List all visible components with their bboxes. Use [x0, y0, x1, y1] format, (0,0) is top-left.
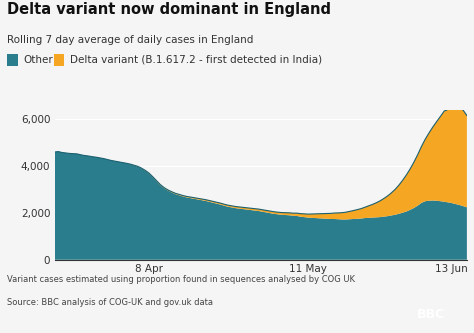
- Text: Delta variant (B.1.617.2 - first detected in India): Delta variant (B.1.617.2 - first detecte…: [70, 55, 322, 65]
- Text: Other: Other: [23, 55, 53, 65]
- Text: Delta variant now dominant in England: Delta variant now dominant in England: [7, 2, 331, 17]
- Text: BBC: BBC: [417, 308, 446, 321]
- Text: Variant cases estimated using proportion found in sequences analysed by COG UK: Variant cases estimated using proportion…: [7, 275, 355, 284]
- Text: Rolling 7 day average of daily cases in England: Rolling 7 day average of daily cases in …: [7, 35, 254, 45]
- Text: Source: BBC analysis of COG-UK and gov.uk data: Source: BBC analysis of COG-UK and gov.u…: [7, 298, 213, 307]
